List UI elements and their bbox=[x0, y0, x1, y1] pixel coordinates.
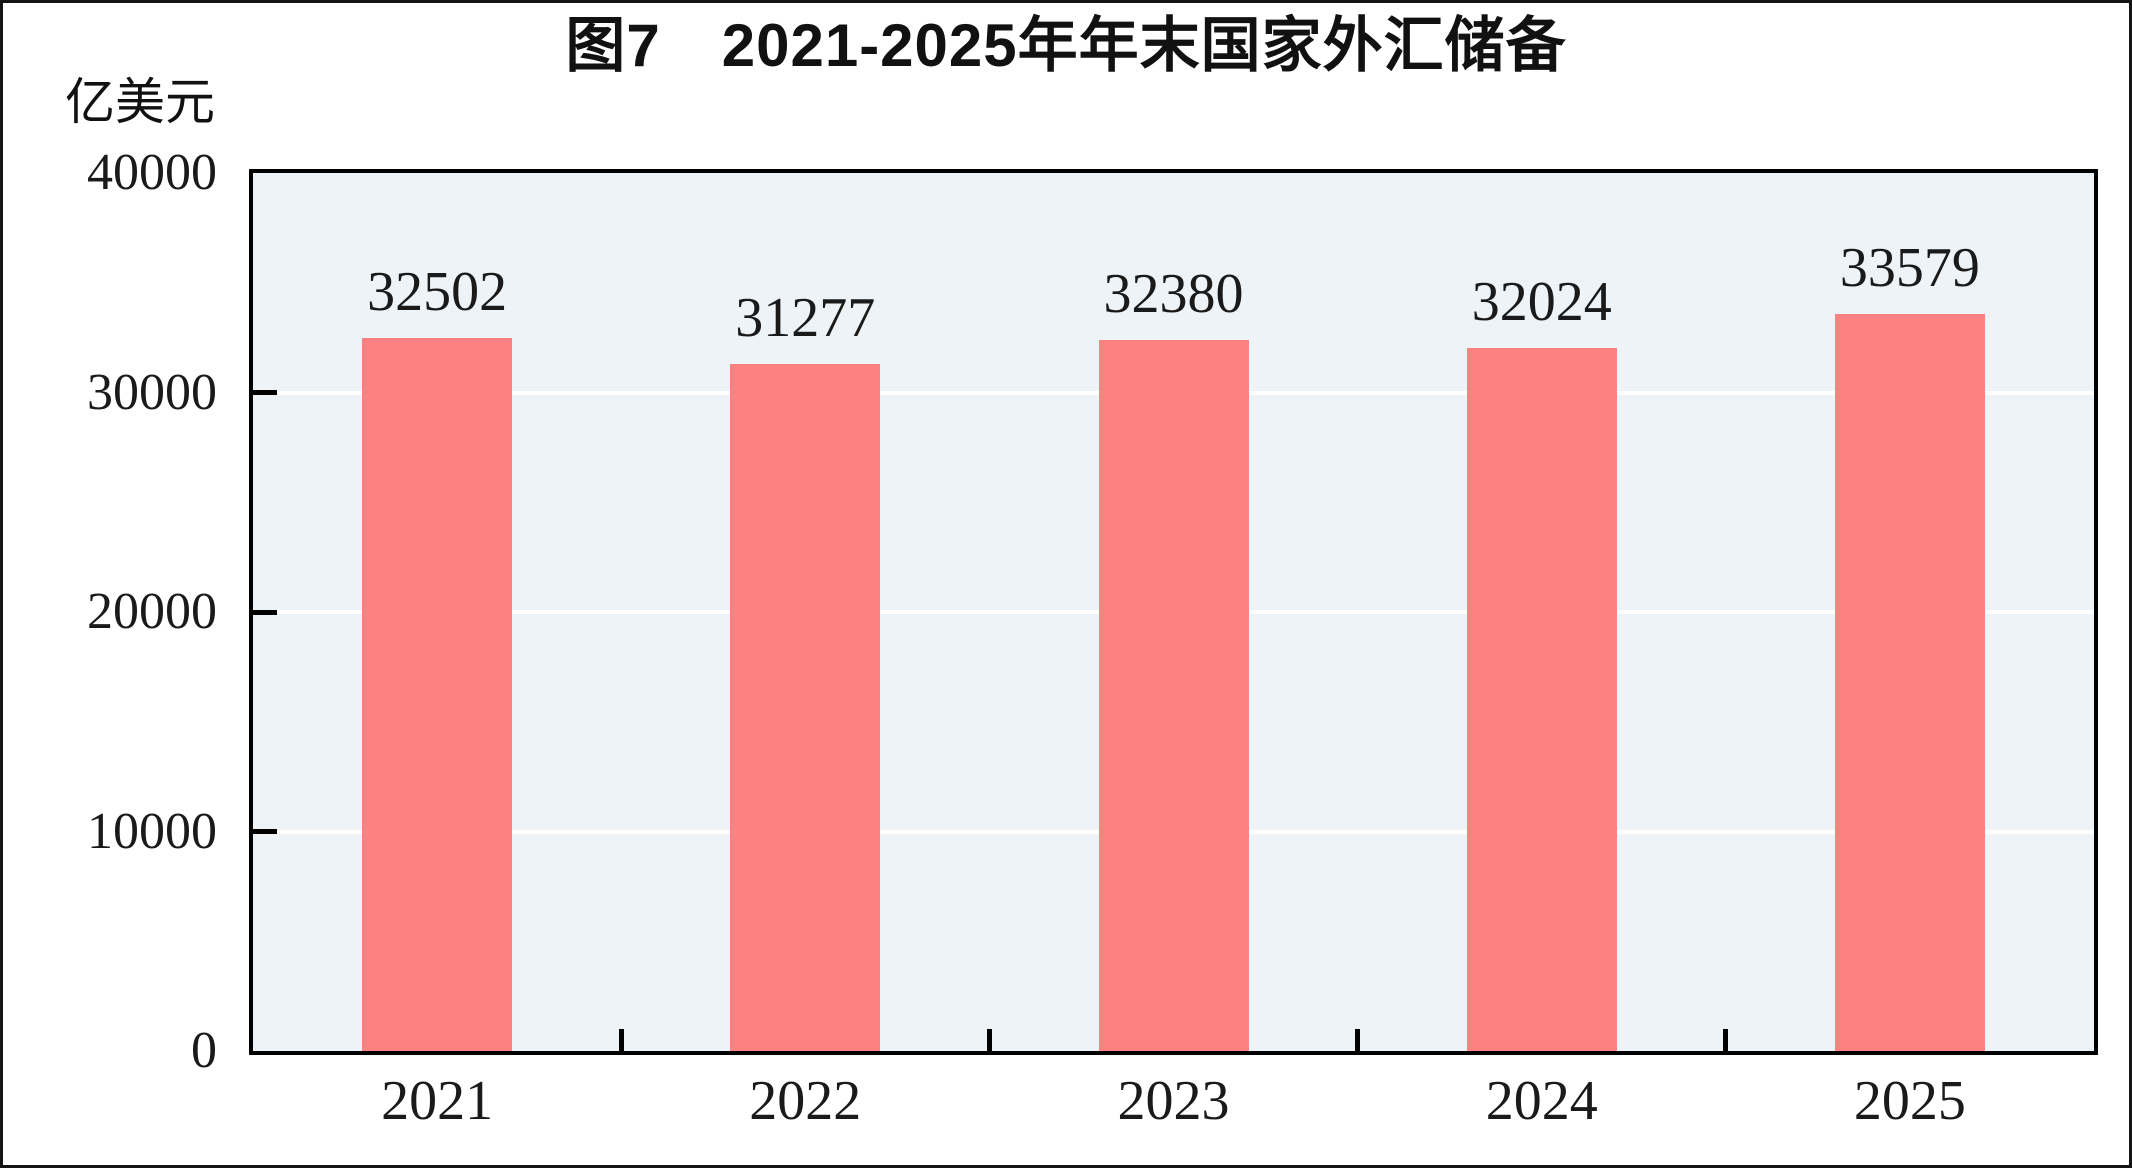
x-axis: 2021 2022 2023 2024 2025 bbox=[253, 1069, 2094, 1141]
x-tick-label-2024: 2024 bbox=[1485, 1070, 1598, 1132]
bar-value-label: 31277 bbox=[735, 287, 876, 350]
x-tick-label-2021: 2021 bbox=[381, 1070, 494, 1132]
x-tick-mark bbox=[1723, 1029, 1729, 1051]
y-axis: 0 10000 20000 30000 40000 bbox=[3, 145, 217, 1079]
bar-value-label: 32502 bbox=[367, 260, 508, 323]
x-tick-label-2022: 2022 bbox=[749, 1070, 862, 1132]
x-tick-label-2023: 2023 bbox=[1117, 1070, 1230, 1132]
y-tick-mark bbox=[253, 390, 277, 395]
x-tick-label-2025: 2025 bbox=[1853, 1070, 1966, 1132]
bar-2025 bbox=[1834, 313, 1985, 1051]
bar-2024 bbox=[1466, 348, 1617, 1051]
y-tick-label: 20000 bbox=[87, 583, 217, 640]
y-tick-label: 10000 bbox=[87, 802, 217, 860]
y-tick-label: 0 bbox=[191, 1022, 217, 1079]
y-tick-label: 40000 bbox=[87, 144, 217, 201]
bar-2022 bbox=[730, 364, 881, 1051]
chart-title: 图7 2021-2025年年末国家外汇储备 bbox=[565, 12, 1567, 79]
bar-value-label: 32380 bbox=[1103, 263, 1244, 326]
y-tick-mark bbox=[253, 829, 277, 834]
x-tick-mark bbox=[1355, 1029, 1361, 1051]
x-tick-mark bbox=[618, 1029, 624, 1051]
bar-2023 bbox=[1098, 340, 1249, 1051]
plot-area: 32502 31277 32380 32024 33579 bbox=[249, 169, 2098, 1055]
bar-value-label: 33579 bbox=[1839, 236, 1980, 299]
y-tick-label: 30000 bbox=[87, 363, 217, 421]
x-tick-mark bbox=[986, 1029, 992, 1051]
bar-value-label: 32024 bbox=[1471, 271, 1612, 334]
y-axis-unit-label: 亿美元 bbox=[65, 74, 215, 130]
bar-2021 bbox=[362, 337, 513, 1051]
y-tick-mark bbox=[253, 609, 277, 615]
